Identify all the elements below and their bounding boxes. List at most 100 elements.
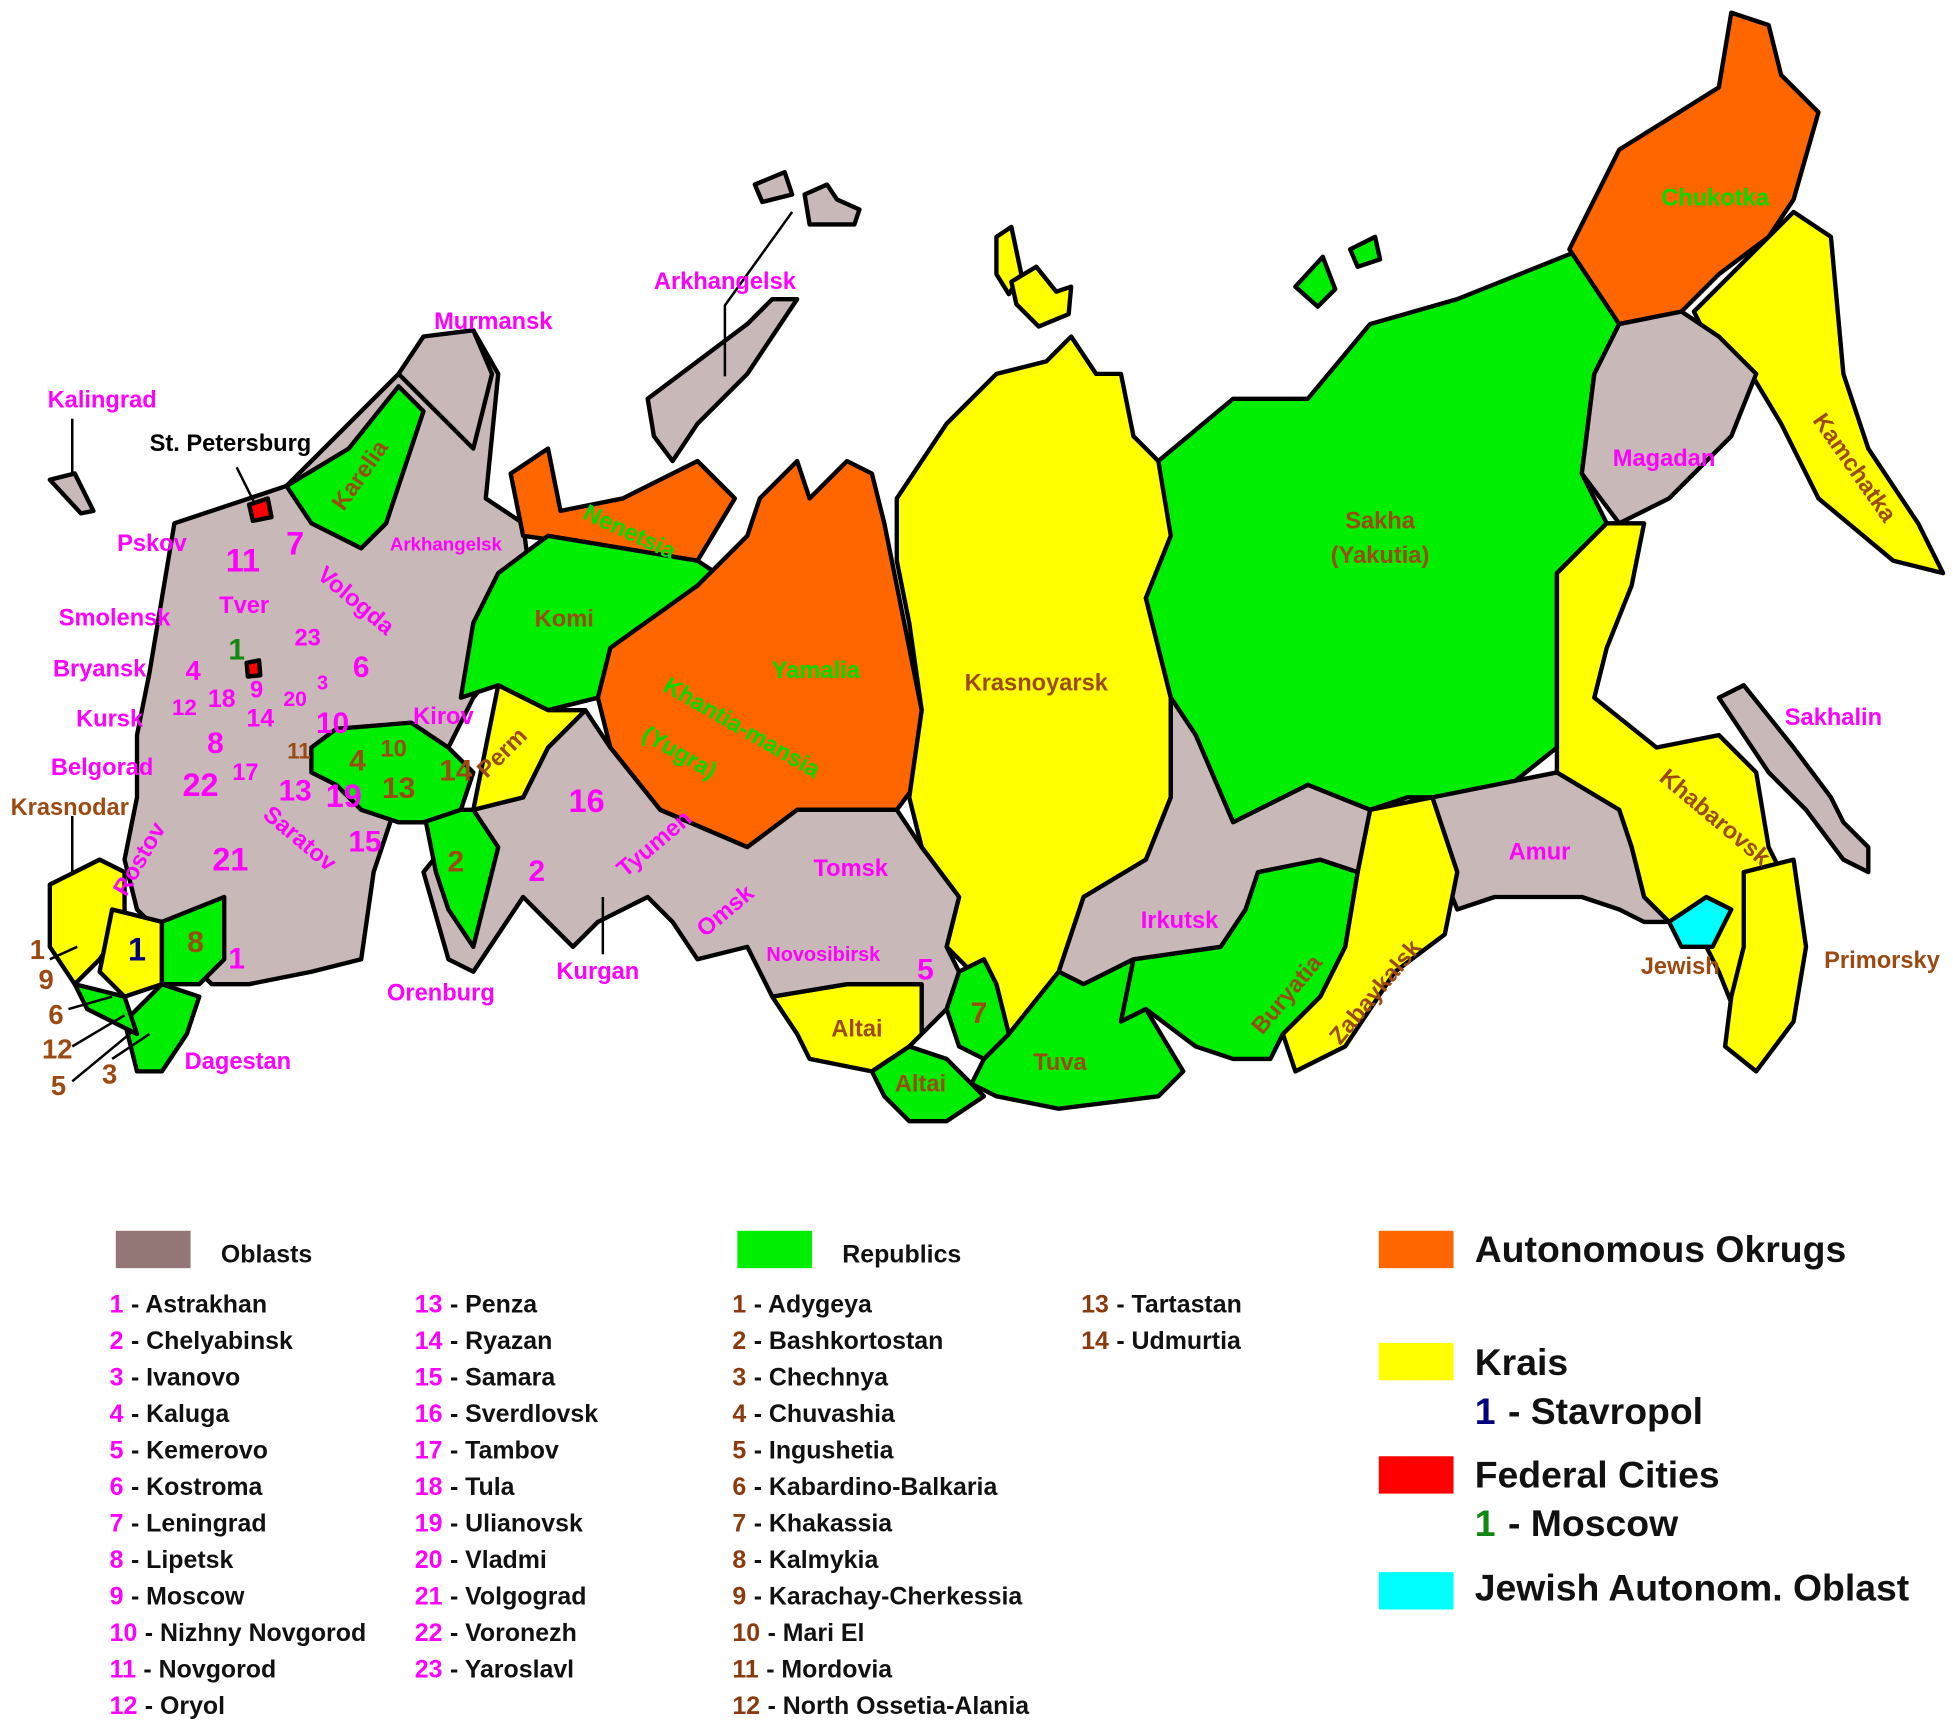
map-label: 12 (172, 695, 197, 720)
region (47, 471, 96, 516)
legend-label: Oblasts (221, 1240, 312, 1268)
entry-number: 22 (415, 1619, 443, 1647)
map-label: 22 (183, 767, 219, 803)
map-label: 1 (228, 634, 245, 667)
map-label: 13 (382, 772, 415, 805)
legend-entry: 10- Nizhny Novgorod (110, 1619, 367, 1647)
map-label: (Yakutia) (1331, 543, 1430, 569)
map-label: 2 (448, 845, 465, 878)
map-label: Dagestan (185, 1049, 292, 1075)
entry-number: 5 (110, 1436, 124, 1464)
entry-name: - Kostroma (131, 1473, 264, 1501)
entry-name: - Mordovia (766, 1655, 893, 1683)
leader-line (71, 1026, 138, 1083)
map-label: Novosibirsk (766, 944, 881, 966)
legend-entry: 7- Leningrad (110, 1509, 267, 1537)
map-label: 6 (353, 651, 370, 684)
entry-number: 16 (415, 1400, 443, 1428)
entry-name: - Yaroslavl (450, 1655, 574, 1683)
map-label: Tomsk (813, 856, 888, 882)
map-label: Bryansk (53, 657, 147, 683)
map-label: Tuva (1033, 1050, 1087, 1076)
map-label: Sakhalin (1785, 705, 1882, 731)
legend-entry: 17- Tambov (415, 1436, 559, 1464)
map-label: 15 (348, 825, 381, 858)
region (1666, 894, 1734, 949)
map-label: Primorsky (1824, 948, 1941, 974)
entry-name: - Karachay-Cherkessia (754, 1582, 1024, 1610)
entry-number: 4 (732, 1400, 746, 1428)
legend-label: Autonomous Okrugs (1475, 1228, 1847, 1270)
leader-line (68, 995, 113, 1011)
entry-number: 2 (110, 1327, 124, 1355)
entry-name: - Astrakhan (131, 1290, 267, 1318)
legend-swatch (737, 1230, 813, 1269)
entry-number: 19 (415, 1509, 443, 1537)
legend-entry: 10 - Mari El (732, 1619, 864, 1647)
entry-number: 14 (1081, 1327, 1109, 1355)
entry-number: 17 (415, 1436, 443, 1464)
map-label: Irkutsk (1141, 908, 1219, 934)
region (1056, 695, 1373, 987)
entry-number: 3 (110, 1363, 124, 1391)
leader-line (71, 1014, 126, 1048)
entry-number: 9 (110, 1582, 124, 1610)
entry-name: - Adygeya (754, 1290, 873, 1318)
map-label: 9 (250, 678, 263, 704)
region (752, 169, 795, 205)
map-label: 14 (439, 754, 473, 787)
legend-entry: 6- Kostroma (110, 1473, 264, 1501)
entry-name: - Leningrad (131, 1509, 267, 1537)
region (1430, 770, 1672, 925)
map-label: 3 (102, 1059, 117, 1090)
entry-number: 6 (732, 1473, 746, 1501)
entry-name: - Volgograd (450, 1582, 587, 1610)
legend-entry: 12- Oryol (110, 1692, 225, 1720)
map-label: Krasnodar (11, 795, 129, 821)
map-label: 10 (316, 707, 349, 740)
entry-number: 1 (732, 1290, 746, 1318)
entry-number: 12 (110, 1692, 138, 1720)
map-label: Tver (219, 593, 269, 619)
map-label: 5 (917, 954, 934, 987)
region (471, 683, 588, 812)
entry-name: - Kaluga (131, 1400, 230, 1428)
legend-label: Krais (1475, 1341, 1568, 1383)
entry-name: - Ivanovo (131, 1363, 240, 1391)
region (159, 894, 227, 987)
entry-number: 13 (415, 1290, 443, 1318)
region (1722, 857, 1809, 1074)
region (1143, 247, 1622, 825)
legend-entry: 13- Penza (415, 1290, 539, 1318)
entry-number: 6 (110, 1473, 124, 1501)
entry-name: - Chuvashia (754, 1400, 896, 1428)
region (396, 328, 495, 451)
legend-entry: 8 - Kalmykia (732, 1546, 879, 1574)
entry-name: - Bashkortostan (754, 1327, 944, 1355)
map-label: Murmansk (434, 309, 553, 335)
region (1347, 234, 1383, 269)
legend-entry: 6 - Kabardino-Balkaria (732, 1473, 998, 1501)
entry-number: 10 (110, 1619, 138, 1647)
entry-name: - Lipetsk (131, 1546, 234, 1574)
map-label: Kursk (76, 706, 144, 732)
region (944, 957, 1012, 1062)
legend-entry: 3 - Chechnya (732, 1363, 889, 1391)
legend-entry: 7 - Khakassia (732, 1509, 893, 1537)
legend-label: Federal Cities (1475, 1453, 1720, 1495)
legend-entry: 20- Vladmi (415, 1546, 547, 1574)
map-label: 4 (185, 655, 201, 686)
legend-entry: 14- Udmurtia (1081, 1327, 1242, 1355)
entry-number: 11 (110, 1655, 136, 1683)
entry-name: - Khakassia (754, 1509, 894, 1537)
entry-number: 23 (415, 1655, 443, 1683)
map-label: 19 (326, 778, 362, 814)
entry-name: - Novgorod (143, 1655, 276, 1683)
legend-entry: 1 - Stavropol (1475, 1390, 1703, 1432)
entry-number: 1 (1475, 1390, 1496, 1432)
map-label: 3 (317, 672, 328, 694)
legend-entry: 4 - Chuvashia (732, 1400, 896, 1428)
legend-swatch (1378, 1456, 1454, 1494)
region (1293, 254, 1338, 309)
